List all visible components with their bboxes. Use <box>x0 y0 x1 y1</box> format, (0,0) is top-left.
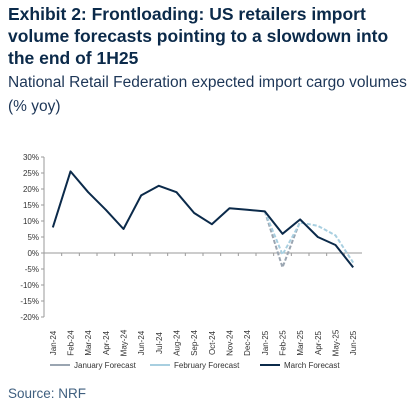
y-tick-label: 10% <box>23 217 39 226</box>
x-tick-label: Apr-25 <box>314 330 323 355</box>
x-tick-label: Feb-25 <box>279 330 288 356</box>
x-tick-label: Jan-24 <box>49 330 58 355</box>
x-tick-label: May-24 <box>120 329 129 356</box>
x-tick-label: Mar-25 <box>296 330 305 356</box>
x-tick-label: Jun-25 <box>349 330 358 355</box>
x-tick-label: Jun-24 <box>137 330 146 355</box>
x-tick-label: Mar-24 <box>84 330 93 356</box>
legend-label: February Forecast <box>174 361 240 370</box>
x-tick-label: Dec-24 <box>243 330 252 356</box>
y-tick-label: -20% <box>20 313 39 322</box>
x-tick-label: Feb-24 <box>67 330 76 356</box>
y-tick-label: 25% <box>23 169 39 178</box>
x-tick-label: Apr-24 <box>102 330 111 355</box>
source-note: Source: NRF <box>8 386 87 401</box>
x-tick-label: Sep-24 <box>190 330 199 356</box>
x-tick-label: Jan-25 <box>261 330 270 355</box>
legend-label: March Forecast <box>284 361 340 370</box>
chart-axes: 30% 25% 20% 15% 10% 5% 0% -5% -10% -15% -20% Jan-24… <box>20 153 362 356</box>
y-tick-label: 0% <box>27 249 39 258</box>
series-line-march-forecast <box>51 170 354 269</box>
y-tick-label: -5% <box>25 265 39 274</box>
x-tick-label: May-25 <box>332 329 341 356</box>
y-tick-label: -15% <box>20 297 39 306</box>
y-tick-label: 30% <box>23 153 39 162</box>
x-tick-label: Aug-24 <box>173 330 182 356</box>
series-line-february-forecast <box>263 211 355 264</box>
y-tick-label: -10% <box>20 281 39 290</box>
y-tick-label: 20% <box>23 185 39 194</box>
x-tick-label: Nov-24 <box>226 330 235 356</box>
series-layer <box>51 170 355 269</box>
x-tick-label: Jul-24 <box>155 332 164 354</box>
y-tick-label: 5% <box>27 233 39 242</box>
y-tick-label: 15% <box>23 201 39 210</box>
legend-label: January Forecast <box>74 361 137 370</box>
page-title: Exhibit 2: Frontloading: US retailers im… <box>8 4 389 68</box>
chart-legend: January Forecast February Forecast March F… <box>50 361 340 370</box>
page-subtitle: National Retail Federation expected impo… <box>8 74 407 115</box>
series-line-january-forecast <box>263 211 302 269</box>
x-tick-label: Oct-24 <box>208 330 217 355</box>
line-chart: 30% 25% 20% 15% 10% 5% 0% -5% -10% -15% -20% Jan-24… <box>20 153 362 370</box>
